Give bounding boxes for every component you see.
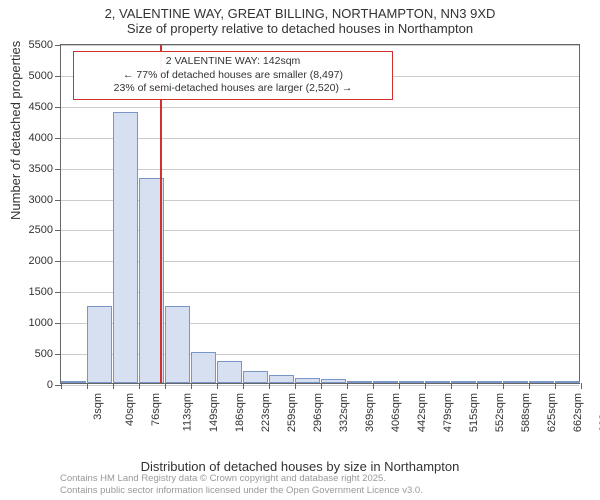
x-tick-label: 369sqm <box>364 393 376 432</box>
x-tick <box>269 383 270 389</box>
gridline <box>61 45 579 46</box>
x-tick <box>503 383 504 389</box>
y-tick-label: 500 <box>13 348 53 360</box>
x-tick <box>529 383 530 389</box>
histogram-bar <box>269 375 294 383</box>
chart-title-line2: Size of property relative to detached ho… <box>0 21 600 40</box>
y-tick-label: 1500 <box>13 286 53 298</box>
annotation-line1: 2 VALENTINE WAY: 142sqm <box>80 55 386 69</box>
x-tick <box>139 383 140 389</box>
x-tick-label: 76sqm <box>150 393 162 426</box>
histogram-bar <box>503 381 528 383</box>
x-tick <box>399 383 400 389</box>
x-tick <box>373 383 374 389</box>
plot-area: 0500100015002000250030003500400045005000… <box>60 44 580 384</box>
histogram-bar <box>425 381 450 383</box>
x-tick <box>451 383 452 389</box>
x-tick-label: 149sqm <box>208 393 220 432</box>
histogram-bar <box>191 352 216 383</box>
histogram-bar <box>399 381 424 383</box>
y-tick <box>55 261 61 262</box>
x-tick-label: 40sqm <box>124 393 136 426</box>
y-tick-label: 5000 <box>13 70 53 82</box>
histogram-bar <box>477 381 502 383</box>
gridline <box>61 138 579 139</box>
x-tick-label: 406sqm <box>390 393 402 432</box>
histogram-bar <box>217 361 242 383</box>
y-tick <box>55 323 61 324</box>
footer-line1: Contains HM Land Registry data © Crown c… <box>60 473 423 484</box>
chart-title-line1: 2, VALENTINE WAY, GREAT BILLING, NORTHAM… <box>0 0 600 21</box>
x-tick <box>321 383 322 389</box>
y-tick <box>55 138 61 139</box>
x-tick <box>165 383 166 389</box>
histogram-bar <box>529 381 554 383</box>
histogram-bar <box>555 381 580 383</box>
chart-area: 0500100015002000250030003500400045005000… <box>60 44 580 414</box>
x-tick <box>347 383 348 389</box>
y-tick <box>55 200 61 201</box>
y-tick-label: 0 <box>13 379 53 391</box>
x-tick-label: 223sqm <box>260 393 272 432</box>
histogram-bar <box>321 379 346 383</box>
y-tick-label: 2000 <box>13 255 53 267</box>
histogram-bar <box>113 112 138 383</box>
x-tick-label: 515sqm <box>468 393 480 432</box>
histogram-bar <box>165 306 190 383</box>
x-tick-label: 259sqm <box>286 393 298 432</box>
x-tick-label: 186sqm <box>234 393 246 432</box>
annotation-box: 2 VALENTINE WAY: 142sqm← 77% of detached… <box>73 51 393 100</box>
x-tick <box>217 383 218 389</box>
y-tick <box>55 230 61 231</box>
x-tick-label: 113sqm <box>181 393 193 431</box>
x-tick <box>61 383 62 389</box>
histogram-bar <box>373 381 398 383</box>
x-tick <box>87 383 88 389</box>
footer-line2: Contains public sector information licen… <box>60 485 423 496</box>
x-tick-label: 442sqm <box>416 393 428 432</box>
x-tick-label: 332sqm <box>338 393 350 432</box>
x-tick <box>243 383 244 389</box>
histogram-bar <box>61 381 86 383</box>
x-tick-label: 296sqm <box>312 393 324 432</box>
footer-note: Contains HM Land Registry data © Crown c… <box>60 473 423 496</box>
gridline <box>61 169 579 170</box>
annotation-line3: 23% of semi-detached houses are larger (… <box>80 82 386 96</box>
y-tick-label: 3000 <box>13 194 53 206</box>
y-tick-label: 1000 <box>13 317 53 329</box>
histogram-bar <box>87 306 112 383</box>
y-tick-label: 4000 <box>13 132 53 144</box>
x-tick <box>191 383 192 389</box>
x-tick <box>295 383 296 389</box>
histogram-bar <box>243 371 268 383</box>
y-tick-label: 3500 <box>13 163 53 175</box>
y-tick-label: 2500 <box>13 224 53 236</box>
x-axis-title: Distribution of detached houses by size … <box>0 459 600 474</box>
y-tick <box>55 45 61 46</box>
x-tick-label: 625sqm <box>546 393 558 432</box>
y-tick <box>55 354 61 355</box>
x-tick-label: 588sqm <box>520 393 532 432</box>
x-tick-label: 479sqm <box>442 393 454 432</box>
y-tick <box>55 292 61 293</box>
annotation-line2: ← 77% of detached houses are smaller (8,… <box>80 69 386 83</box>
x-tick <box>477 383 478 389</box>
x-tick-label: 3sqm <box>92 393 104 420</box>
histogram-bar <box>295 378 320 383</box>
x-tick <box>555 383 556 389</box>
y-tick <box>55 107 61 108</box>
y-tick <box>55 169 61 170</box>
y-tick <box>55 76 61 77</box>
x-tick <box>425 383 426 389</box>
x-tick-label: 552sqm <box>494 393 506 432</box>
histogram-bar <box>451 381 476 383</box>
y-tick-label: 5500 <box>13 39 53 51</box>
y-tick-label: 4500 <box>13 101 53 113</box>
gridline <box>61 107 579 108</box>
x-tick <box>113 383 114 389</box>
histogram-bar <box>347 381 372 383</box>
x-tick <box>581 383 582 389</box>
x-tick-label: 662sqm <box>572 393 584 432</box>
